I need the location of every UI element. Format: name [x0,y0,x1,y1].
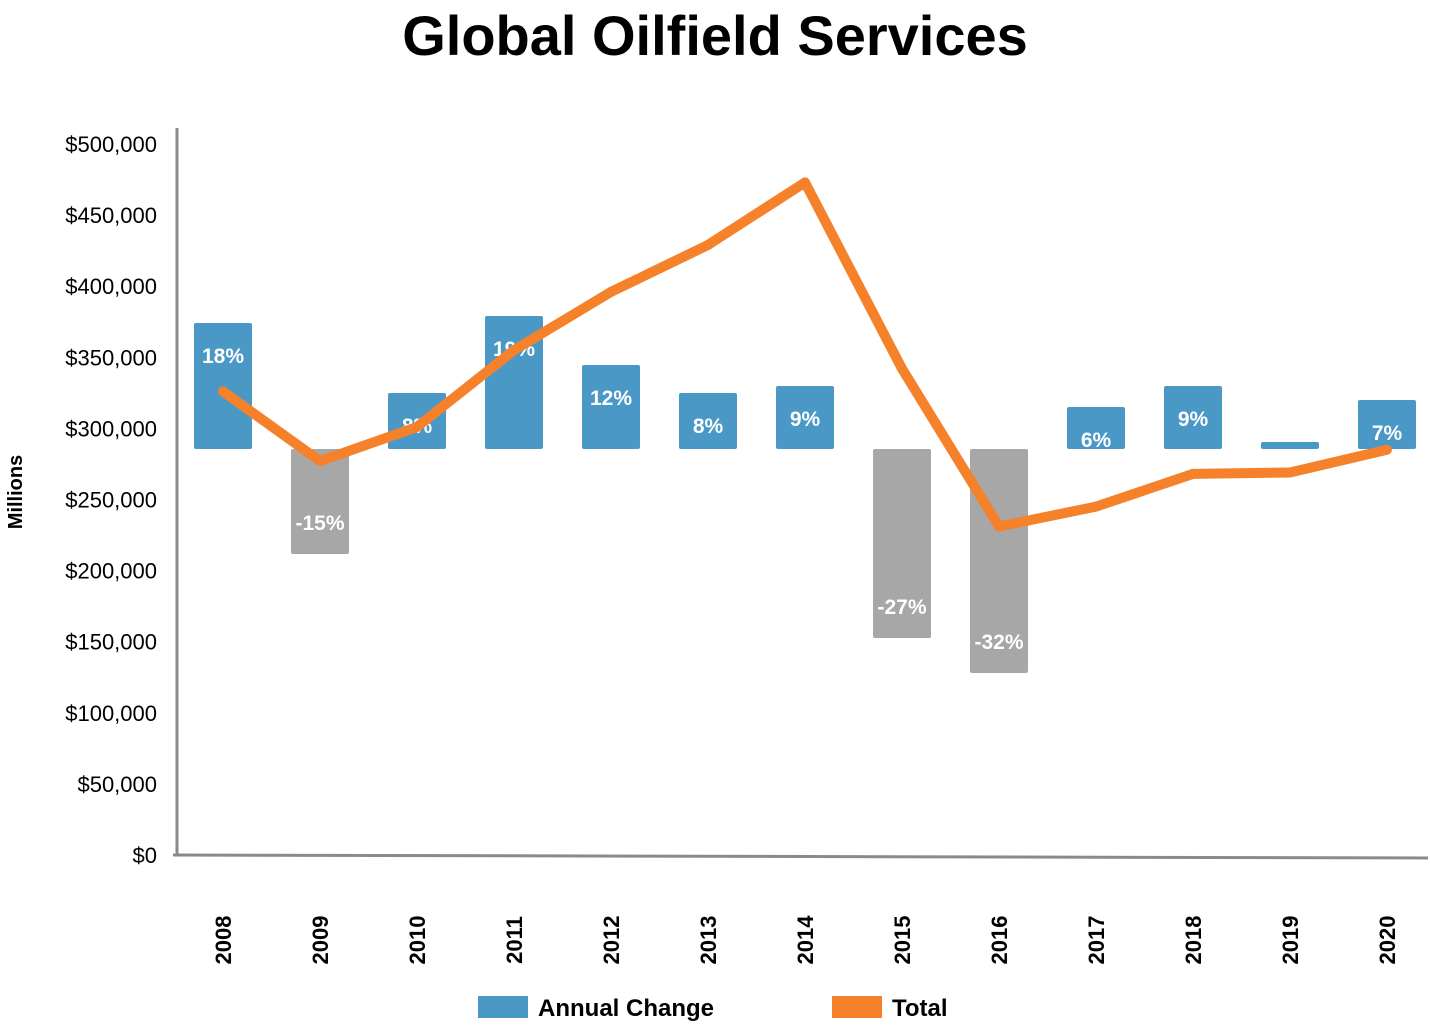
x-tick-label-2015: 2015 [890,916,915,965]
y-tick-label: $450,000 [65,203,157,228]
x-tick-label-2011: 2011 [502,916,527,964]
x-tick-label-2013: 2013 [696,916,721,965]
bar-2011 [485,316,543,449]
bar-label-2020: 7% [1372,422,1403,445]
y-axis-title: Millions [5,455,27,529]
bar-2013 [679,393,737,449]
total-point-2012 [606,286,616,297]
bar-label-2015: -27% [877,596,926,619]
total-point-2008 [218,386,228,397]
bar-2018 [1164,386,1222,449]
total-point-2015 [897,363,907,374]
y-tick-label: $250,000 [65,488,157,513]
bar-label-2012: 12% [590,387,632,410]
legend-swatch-total [832,996,882,1018]
bar-label-2009: -15% [295,512,344,535]
x-tick-label-2014: 2014 [793,915,818,965]
y-tick-label: $0 [133,843,157,868]
x-tick-label-2019: 2019 [1278,916,1303,965]
total-point-2018 [1188,468,1198,479]
total-point-2010 [412,421,422,432]
total-point-2013 [703,239,713,250]
total-point-2019 [1285,467,1295,478]
y-tick-label: $200,000 [65,559,157,584]
bar-2012 [582,365,640,449]
y-tick-label: $150,000 [65,630,157,655]
total-point-2014 [800,177,810,188]
total-point-2017 [1091,501,1101,512]
y-tick-label: $100,000 [65,701,157,726]
bar-label-2016: -32% [974,631,1023,654]
x-tick-label-2010: 2010 [405,916,430,965]
total-point-2011 [509,345,519,356]
y-tick-label: $350,000 [65,345,157,370]
y-tick-label: $500,000 [65,132,157,157]
x-tick-label-2012: 2012 [599,916,624,965]
x-tick-label-2017: 2017 [1084,916,1109,965]
bar-label-2013: 8% [693,415,724,438]
total-point-2009 [315,456,325,467]
total-point-2020 [1382,444,1392,455]
bar-label-2008: 18% [202,345,244,368]
bar-2009 [291,449,349,554]
x-tick-label-2016: 2016 [987,916,1012,965]
x-axis-line [172,853,1429,860]
bar-2008 [194,323,252,449]
y-tick-label: $50,000 [77,772,157,797]
bar-2020 [1358,400,1416,449]
x-tick-label-2009: 2009 [308,916,333,965]
total-line [220,177,1389,532]
legend-label-total: Total [892,995,948,1022]
total-point-2016 [994,521,1004,532]
legend-label-annual-change: Annual Change [538,995,714,1022]
bar-2014 [776,386,834,449]
bar-label-2018: 9% [1178,408,1209,431]
bar-2017 [1067,407,1125,449]
bar-label-2014: 9% [790,408,821,431]
x-tick-label-2018: 2018 [1181,916,1206,965]
bar-2015 [873,449,931,638]
y-tick-label: $300,000 [65,416,157,441]
chart-title: Global Oilfield Services [402,4,1028,67]
x-tick-label-2020: 2020 [1375,916,1400,965]
bar-label-2017: 6% [1081,429,1112,452]
y-tick-label: $400,000 [65,274,157,299]
bar-2019 [1261,442,1319,449]
legend-swatch-annual-change [478,996,528,1018]
x-tick-label-2008: 2008 [211,916,236,965]
